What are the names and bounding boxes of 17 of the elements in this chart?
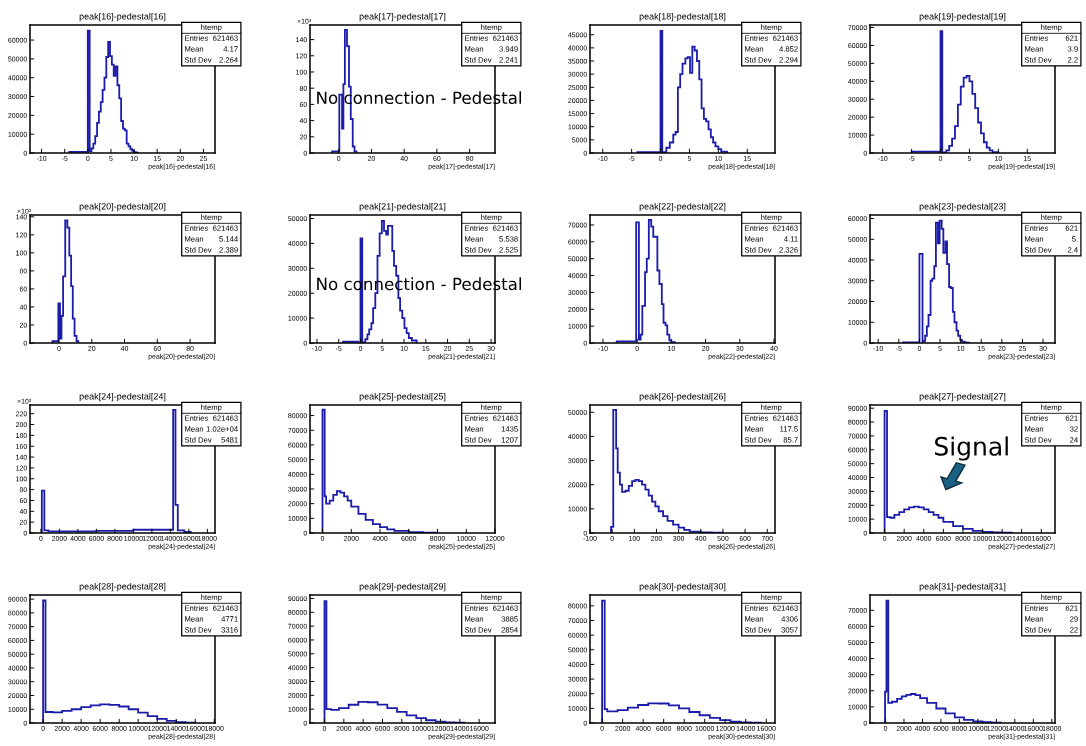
chart-title: peak[23]-pedestal[23] (919, 202, 1006, 212)
chart-title: peak[31]-pedestal[31] (919, 582, 1006, 592)
chart-title: peak[22]-pedestal[22] (639, 202, 726, 212)
chart-title: peak[17]-pedestal[17] (359, 12, 446, 22)
chart-title: peak[16]-pedestal[16] (79, 12, 166, 22)
chart-title: peak[20]-pedestal[20] (79, 202, 166, 212)
annotation: Signal (935, 436, 1008, 461)
chart-title: peak[26]-pedestal[26] (639, 392, 726, 402)
chart-title: peak[19]-pedestal[19] (919, 12, 1006, 22)
chart-title: peak[29]-pedestal[29] (359, 582, 446, 592)
chart-title: peak[30]-pedestal[30] (639, 582, 726, 592)
chart-title: peak[18]-pedestal[18] (639, 12, 726, 22)
chart-title: peak[24]-pedestal[24] (79, 392, 166, 402)
chart-title: peak[25]-pedestal[25] (359, 392, 446, 402)
chart-title: peak[27]-pedestal[27] (919, 392, 1006, 402)
chart-title: peak[21]-pedestal[21] (359, 202, 446, 212)
chart-title: peak[28]-pedestal[28] (79, 582, 166, 592)
